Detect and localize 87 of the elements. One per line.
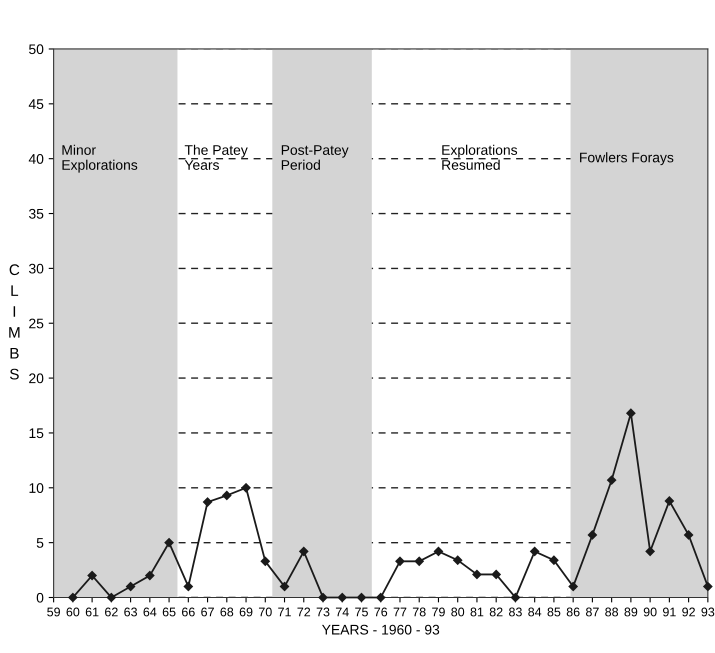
x-tick-label: 86 (566, 608, 580, 616)
x-tick-label: 83 (509, 608, 522, 616)
y-tick-label: 45 (28, 99, 44, 109)
x-tick-label: 77 (394, 608, 406, 616)
x-tick-label: 93 (701, 608, 714, 616)
x-tick-label: 82 (490, 608, 503, 616)
x-tick-label: 80 (451, 608, 464, 616)
x-tick-label: 59 (47, 608, 60, 616)
point (588, 530, 598, 540)
point (164, 538, 174, 548)
band-label: Fowlers Forays (580, 152, 674, 166)
point (530, 546, 540, 556)
point (472, 570, 482, 580)
x-tick-label: 70 (258, 608, 272, 616)
x-tick-label: 73 (316, 608, 330, 616)
point (280, 582, 290, 592)
point (87, 570, 97, 580)
x-tick-label: 78 (412, 608, 426, 616)
band-label: Post-Patey Period (282, 145, 349, 170)
point (376, 592, 386, 602)
point (703, 582, 712, 592)
point (568, 582, 578, 592)
point (434, 546, 444, 556)
x-tick-label: 61 (86, 608, 98, 616)
x-tick-label: 60 (66, 608, 80, 616)
x-tick-label: 91 (663, 608, 676, 616)
x-tick-label: 75 (355, 608, 368, 616)
y-tick-label: 35 (28, 208, 44, 219)
x-tick-label: 65 (162, 608, 176, 616)
point (646, 546, 655, 556)
x-tick-label: 90 (644, 608, 657, 616)
point (510, 592, 520, 602)
point (607, 475, 616, 485)
point (684, 530, 694, 540)
point (241, 483, 251, 492)
x-tick-label: 67 (201, 608, 214, 616)
point (106, 592, 116, 602)
y-axis-title: CLIMBS (9, 264, 20, 380)
annotation: Explorations Resumed (442, 144, 518, 170)
point (492, 570, 501, 580)
point (338, 592, 347, 602)
x-tick-label: 69 (240, 608, 252, 616)
y-tick-label: 20 (29, 373, 44, 384)
x-tick-label: 72 (297, 608, 310, 616)
point (202, 497, 212, 507)
point (260, 556, 270, 566)
point (145, 570, 154, 580)
point (414, 556, 424, 566)
point (549, 556, 559, 565)
point (318, 592, 328, 602)
x-tick-label: 88 (605, 608, 618, 616)
x-tick-label: 64 (144, 608, 156, 616)
y-tick-label: 30 (28, 264, 44, 274)
x-tick-label: 74 (336, 608, 349, 616)
x-tick-label: 81 (470, 608, 484, 616)
point (299, 546, 308, 556)
y-tick-label: 0 (36, 592, 44, 603)
x-tick-label: 63 (124, 608, 137, 616)
x-tick-label: 87 (586, 608, 599, 616)
y-tick-label: 10 (30, 483, 44, 493)
point (626, 408, 636, 418)
x-tick-label: 71 (278, 608, 291, 616)
x-tick-label: 62 (105, 608, 118, 616)
x-tick-label: 85 (548, 608, 560, 616)
point (356, 592, 366, 602)
point (664, 496, 674, 506)
annotation: The Patey Years (184, 144, 248, 170)
x-tick-label: 68 (220, 608, 234, 616)
x-tick-label: 92 (682, 608, 695, 616)
y-tick-label: 15 (30, 428, 44, 438)
x-tick-label: 79 (432, 608, 445, 616)
y-tick-label: 40 (28, 154, 44, 164)
point (68, 592, 78, 602)
x-axis-title: YEARS - 1960 - 93 (322, 624, 440, 635)
point (395, 556, 405, 566)
point (184, 582, 193, 592)
point (453, 556, 462, 565)
x-tick-label: 66 (182, 608, 195, 616)
y-tick-label: 5 (36, 538, 44, 548)
x-tick-label: 84 (528, 608, 542, 616)
band-label: Minor Explorations (62, 144, 138, 173)
point (126, 582, 136, 592)
y-tick-label: 50 (29, 44, 44, 54)
y-tick-label: 25 (29, 318, 44, 328)
point (222, 490, 232, 500)
x-tick-label: 89 (624, 608, 638, 616)
x-tick-label: 76 (374, 608, 388, 616)
